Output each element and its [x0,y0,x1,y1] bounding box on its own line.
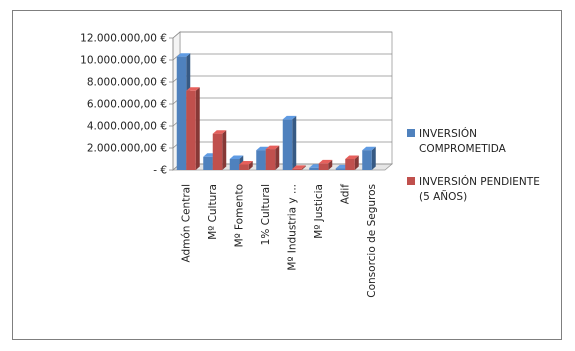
bar-side [301,165,306,170]
bar-side [222,130,227,170]
bar [282,115,297,170]
x-axis-categories: Admón Central Mº Cultura Mº Fomento 1% Cult… [180,184,378,298]
x-category-label: Admón Central [180,184,192,263]
y-axis-ticks: - € 2.000.000,00 € 4.000.000,00 € 6.000.000… [80,33,174,177]
bar [212,130,227,170]
legend-label: (5 AÑOS) [419,190,467,203]
bar [239,161,253,170]
bar-side [328,159,333,170]
chart-walls [171,31,394,171]
bar [292,165,306,170]
bar-front [176,56,187,171]
y-tick-label: - € [153,165,167,177]
bar-top [176,53,191,57]
bars [176,53,376,171]
y-tick-label: 12.000.000,00 € [80,33,167,45]
x-category-label: Mº Justicia [313,184,325,239]
bar-side [195,87,200,170]
chart-frame: - € 2.000.000,00 € 4.000.000,00 € 6.000.000… [12,10,562,340]
x-category-label: 1% Cultural [260,184,272,245]
bar-top [186,87,200,91]
bar-top [239,161,253,165]
bar-front [335,168,346,170]
bar [318,159,333,170]
bar-front [265,149,276,170]
bar-front [292,168,302,170]
bar-side [275,145,280,170]
gridline [172,31,392,39]
y-tick-label: 8.000.000,00 € [87,77,167,89]
legend-label: COMPROMETIDA [419,143,507,155]
x-category-label: Mº Cultura [207,184,219,240]
y-tick-label: 10.000.000,00 € [80,55,167,67]
legend-label: INVERSIÓN [419,127,477,140]
bar-top [229,155,244,159]
bar-front [318,163,329,170]
bar-front [345,159,355,170]
bar-front [212,133,223,170]
bar-front [239,164,249,170]
bar-front [256,150,266,170]
x-category-label: Mº Fomento [233,184,245,247]
bar-front [309,167,319,170]
legend-label: INVERSIÓN PENDIENTE [419,175,540,188]
bar-side [292,115,297,170]
legend-swatch [407,177,415,185]
x-category-label: Consorcio de Seguros [366,184,378,298]
bar-top [282,115,297,120]
bar-front [282,119,293,170]
bar-chart: - € 2.000.000,00 € 4.000.000,00 € 6.000.000… [80,31,540,298]
bar-side [248,161,253,170]
bar-top [362,146,376,151]
x-category-label: Adif [339,184,351,205]
y-tick-label: 2.000.000,00 € [87,143,167,155]
legend: INVERSIÓN COMPROMETIDA INVERSIÓN PENDIENTE… [407,127,540,203]
bar-front [203,156,213,170]
bar-top [212,130,227,134]
bar [345,155,359,170]
bar-front [229,159,240,170]
bar [265,145,280,170]
bar-side [371,146,376,170]
bar-front [186,90,196,170]
bar-front [362,150,372,170]
bar [186,87,200,170]
x-category-label: Mº Industria y ... [286,184,298,271]
y-tick-label: 6.000.000,00 € [87,99,167,111]
bar-top [292,165,306,169]
bar [362,146,376,170]
bar-top [265,145,280,150]
y-tick-label: 4.000.000,00 € [87,121,167,133]
bar-top [318,159,333,164]
legend-swatch [407,129,415,137]
bar-side [354,155,359,170]
bar-top [345,155,359,159]
